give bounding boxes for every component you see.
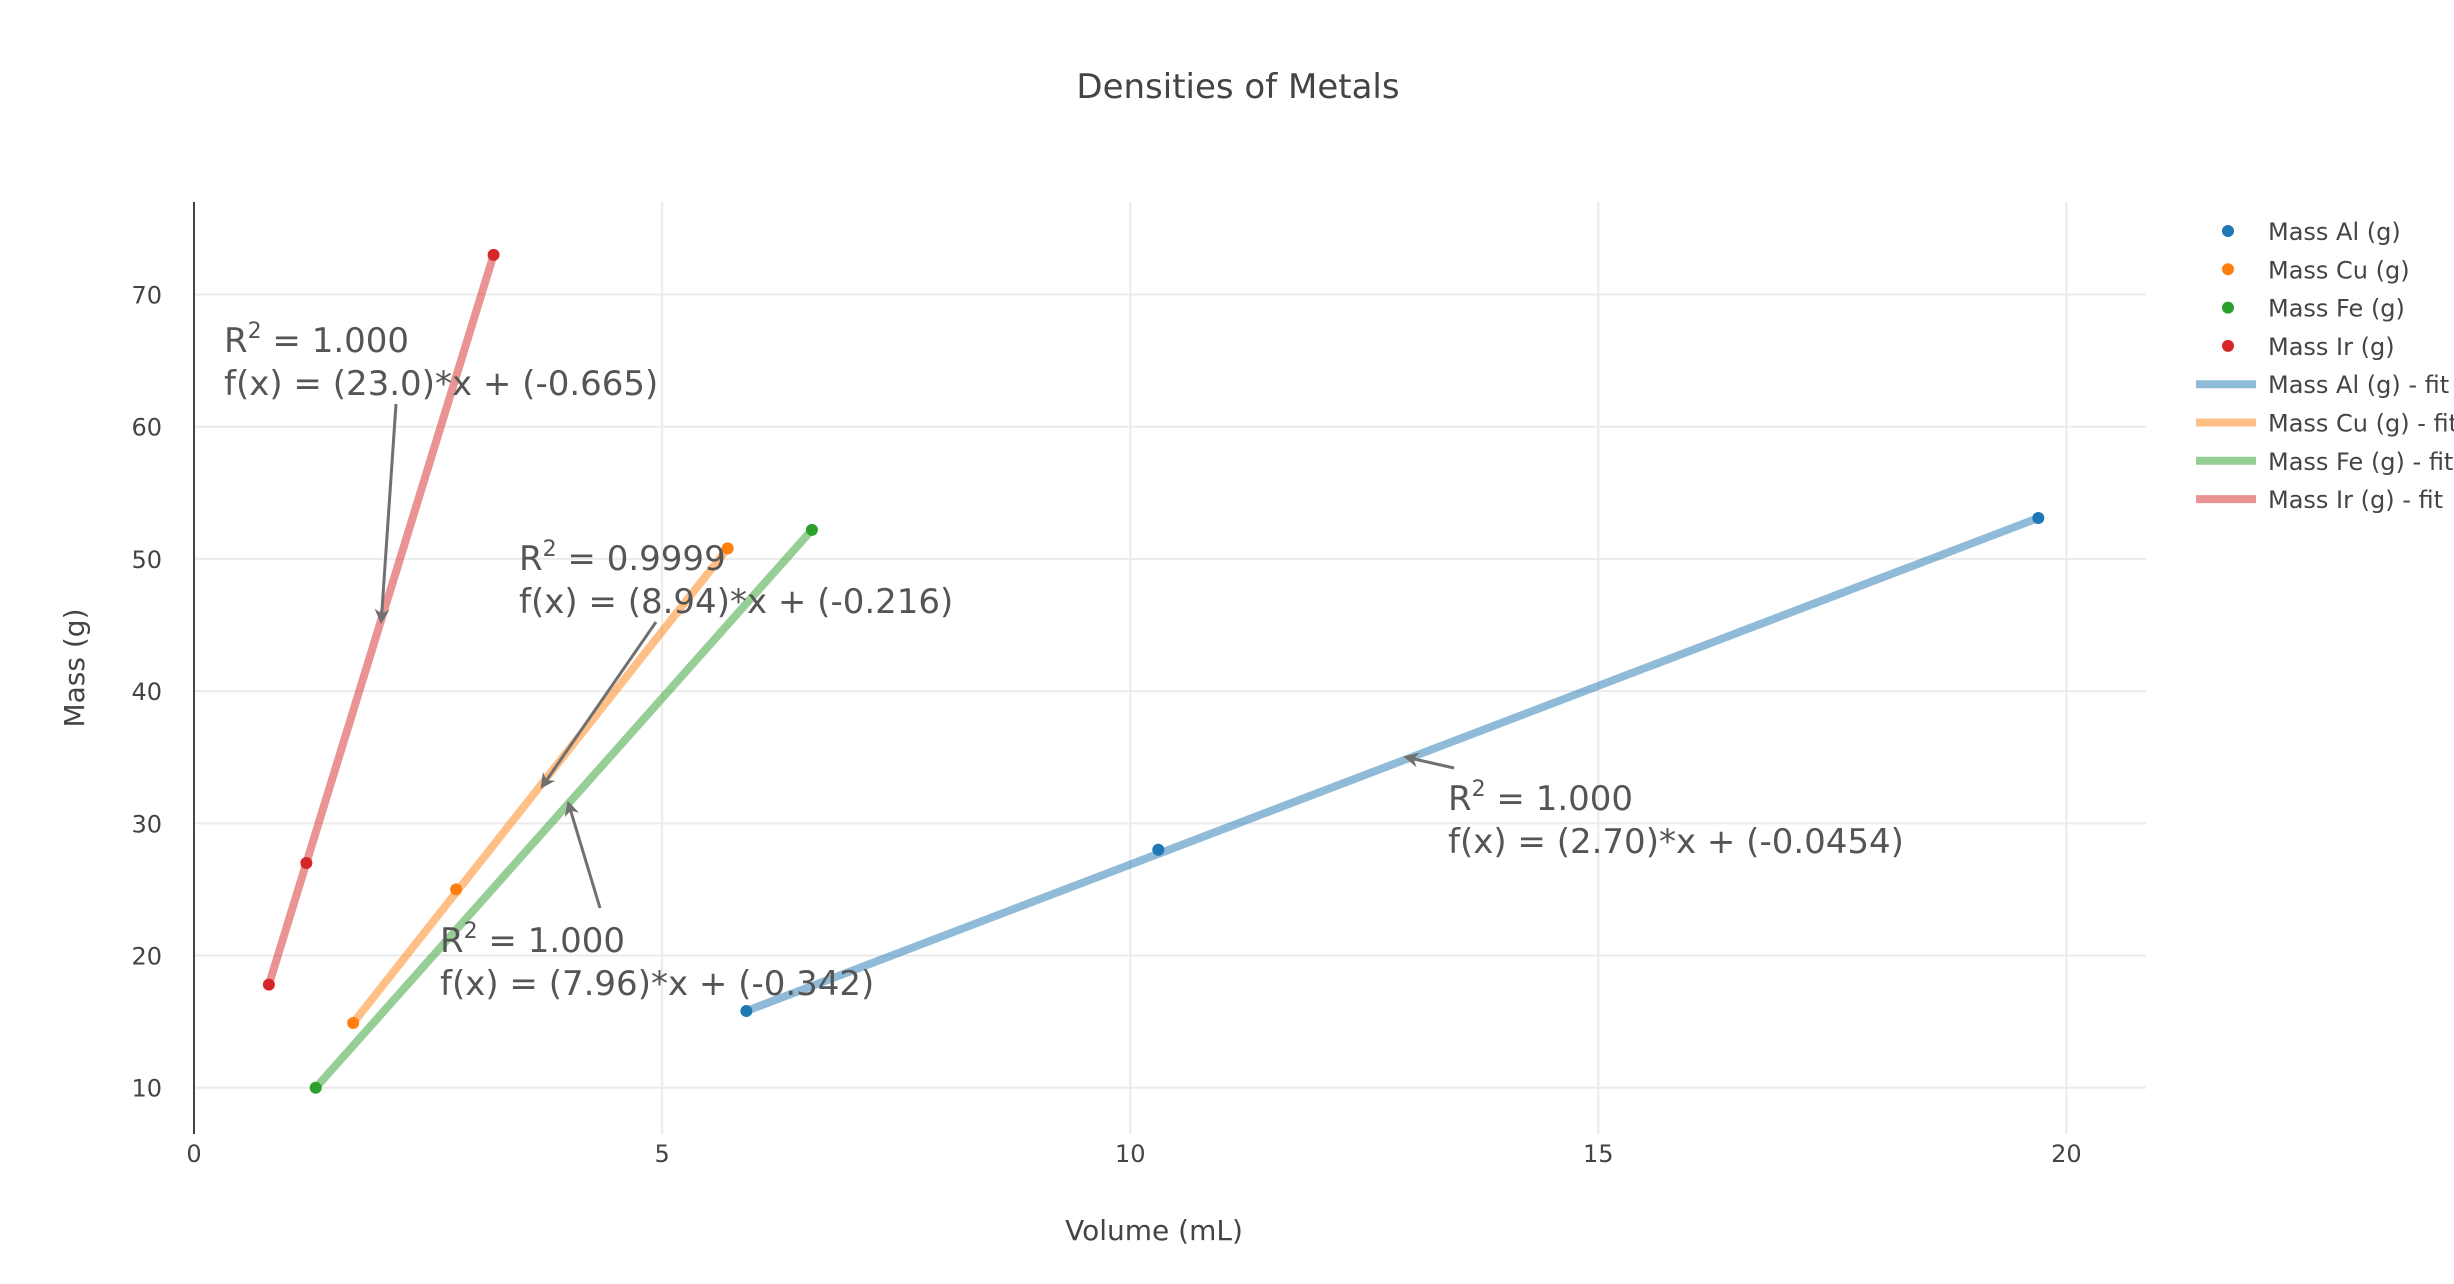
y-tick-label: 60 (131, 414, 162, 442)
legend-label: Mass Fe (g) (2268, 295, 2405, 323)
data-point-cu (450, 883, 463, 896)
legend-label: Mass Cu (g) (2268, 256, 2410, 284)
data-point-fe (309, 1081, 322, 1094)
r2-superscript: 2 (1472, 777, 1486, 802)
r2-label: R (1448, 779, 1472, 819)
legend-marker-ir (2222, 339, 2234, 352)
r2-label: R (440, 921, 464, 961)
x-tick-label: 15 (1583, 1140, 1614, 1168)
r2-label: R (519, 539, 543, 579)
annotation-equation-al: f(x) = (2.70)*x + (-0.0454) (1448, 822, 1904, 862)
legend-label: Mass Al (g) - fit (2268, 371, 2449, 399)
annotation-equation-ir: f(x) = (23.0)*x + (-0.665) (224, 364, 658, 404)
data-point-cu (721, 542, 734, 555)
annotation-arrow-cu (540, 621, 658, 789)
y-tick-label: 30 (131, 810, 162, 838)
data-point-al (2032, 511, 2045, 524)
annotation-r2-ir: R2 = 1.000 (224, 319, 409, 361)
x-tick-label: 10 (1115, 1140, 1146, 1168)
data-point-ir (487, 248, 500, 261)
legend-label: Mass Fe (g) - fit (2268, 448, 2453, 476)
data-point-fe (805, 523, 818, 536)
r2-value: = 1.000 (478, 921, 625, 961)
data-points (262, 248, 2045, 1094)
data-point-ir (300, 856, 313, 869)
y-tick-label: 40 (131, 678, 162, 706)
fit-line-cu (350, 545, 731, 1026)
legend-label: Mass Ir (g) (2268, 333, 2395, 361)
annotation-equation-cu: f(x) = (8.94)*x + (-0.216) (519, 582, 953, 622)
data-point-al (740, 1005, 753, 1018)
annotation-arrow-al (1403, 752, 1455, 770)
legend-label: Mass Ir (g) - fit (2268, 486, 2443, 514)
r2-value: = 0.9999 (557, 539, 726, 579)
legend: Mass Al (g) Mass Cu (g) Mass Fe (g) Mass Ir… (2196, 218, 2454, 514)
r2-label: R (224, 321, 248, 361)
y-tick-label: 10 (131, 1075, 162, 1103)
x-axis-label: Volume (mL) (1065, 1214, 1243, 1247)
x-tick-label: 5 (654, 1140, 669, 1168)
r2-value: = 1.000 (1486, 779, 1633, 819)
annotation-equation-fe: f(x) = (7.96)*x + (-0.342) (440, 964, 874, 1004)
r2-superscript: 2 (464, 919, 478, 944)
fit-line-fe (312, 527, 815, 1091)
legend-marker-fe (2222, 301, 2234, 314)
x-tick-label: 20 (2051, 1140, 2082, 1168)
r2-superscript: 2 (543, 537, 557, 562)
gridlines (194, 202, 2146, 1134)
y-tick-labels: 10 20 30 40 50 60 70 (131, 282, 162, 1103)
y-axis-label: Mass (g) (58, 608, 91, 727)
legend-label: Mass Al (g) (2268, 218, 2401, 246)
annotation-r2-al: R2 = 1.000 (1448, 777, 1633, 819)
annotation-arrow-ir (374, 403, 398, 625)
legend-label: Mass Cu (g) - fit (2268, 410, 2454, 438)
x-tick-label: 0 (186, 1140, 201, 1168)
r2-superscript: 2 (248, 319, 262, 344)
fit-line-al (744, 514, 2040, 1015)
data-point-cu (347, 1016, 360, 1029)
data-point-ir (262, 978, 275, 991)
x-tick-labels: 0 5 10 15 20 (186, 1140, 2081, 1168)
legend-marker-al (2222, 225, 2234, 237)
annotation-arrow-fe (564, 800, 602, 909)
annotation-r2-fe: R2 = 1.000 (440, 919, 625, 961)
chart-title: Densities of Metals (1076, 67, 1399, 107)
legend-marker-cu (2222, 263, 2234, 276)
r2-value: = 1.000 (262, 321, 409, 361)
annotation-r2-cu: R2 = 0.9999 (519, 537, 726, 579)
y-tick-label: 20 (131, 943, 162, 971)
y-tick-label: 70 (131, 282, 162, 310)
y-tick-label: 50 (131, 546, 162, 574)
data-point-al (1152, 843, 1165, 856)
